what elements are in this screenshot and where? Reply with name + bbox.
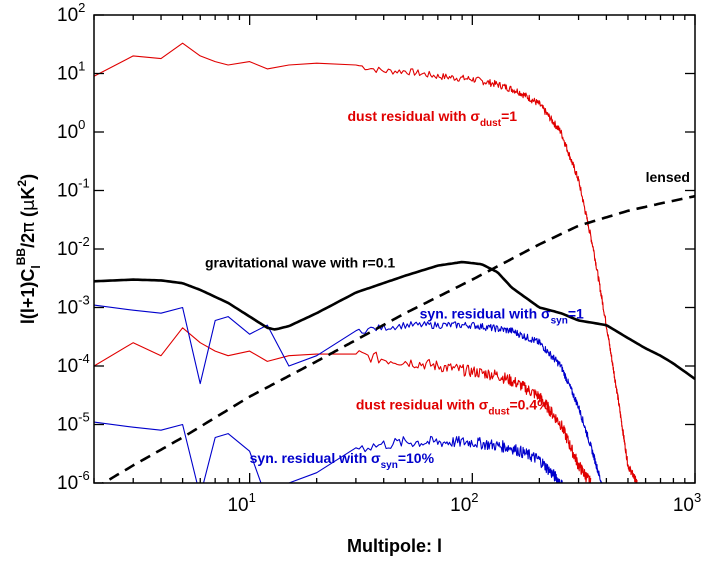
annotations: dust residual with σdust=1 lensed gravitat… bbox=[205, 108, 690, 471]
x-tick-label: 103 bbox=[673, 490, 701, 516]
annotation-2: gravitational wave with r=0.1 bbox=[205, 255, 395, 271]
series-line-0 bbox=[94, 42, 638, 483]
y-tick-label: 10-5 bbox=[57, 410, 90, 436]
tick-labels: 101 102 103 10-6 10-5 10-4 10-3 10-2 10-1 100 101 1… bbox=[57, 0, 701, 516]
axis-ticks bbox=[93, 14, 696, 484]
series-layer bbox=[94, 42, 695, 483]
y-tick-label: 100 bbox=[57, 117, 85, 143]
annotation-0: dust residual with σdust=1 bbox=[347, 108, 517, 129]
x-axis-title: Multipole: l bbox=[347, 536, 442, 556]
y-axis-title: l(l+1)ClBB/2π (μK2) bbox=[14, 174, 43, 324]
y-tick-label: 102 bbox=[57, 0, 85, 26]
annotation-4: dust residual with σdust=0.4% bbox=[356, 397, 550, 418]
y-tick-label: 10-3 bbox=[57, 293, 90, 319]
series-line-1 bbox=[94, 327, 592, 483]
series-line-5 bbox=[101, 194, 695, 483]
annotation-3: syn. residual with σsyn=1 bbox=[420, 305, 584, 326]
series-line-2 bbox=[94, 304, 603, 483]
annotation-1: lensed bbox=[646, 169, 690, 185]
x-tick-label: 102 bbox=[450, 490, 478, 516]
y-tick-label: 101 bbox=[57, 59, 85, 85]
x-tick-label: 101 bbox=[227, 490, 255, 516]
y-tick-label: 10-6 bbox=[57, 468, 90, 494]
y-tick-label: 10-4 bbox=[57, 351, 90, 377]
series-line-4 bbox=[94, 260, 695, 381]
plot-frame bbox=[93, 14, 696, 484]
annotation-5: syn. residual with σsyn=10% bbox=[250, 450, 435, 471]
series-line-3 bbox=[94, 421, 563, 483]
y-tick-label: 10-2 bbox=[57, 234, 90, 260]
y-tick-label: 10-1 bbox=[57, 176, 90, 202]
